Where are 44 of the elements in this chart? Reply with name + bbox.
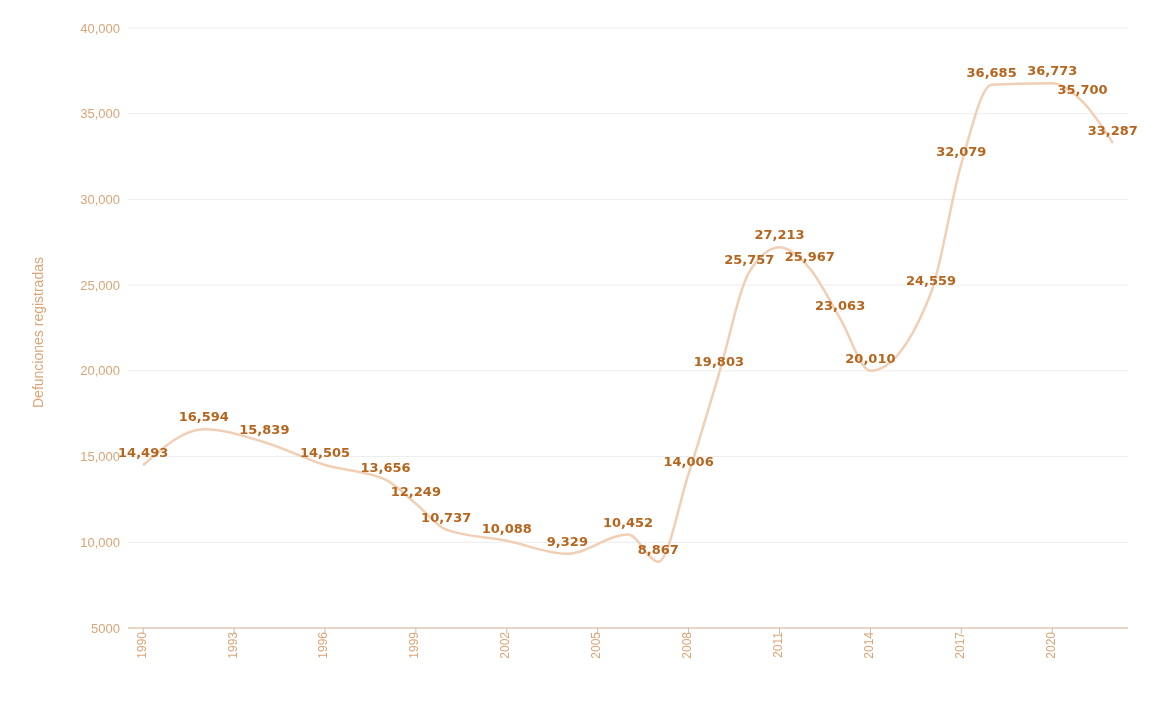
x-tick-label: 1990 xyxy=(134,631,149,659)
data-label: 19,803 xyxy=(693,354,744,370)
x-tick-label: 2020 xyxy=(1043,631,1058,659)
data-label: 12,249 xyxy=(390,483,441,499)
y-axis-title: Defunciones registradas xyxy=(29,257,46,408)
y-tick-label: 25,000 xyxy=(80,277,120,293)
data-label: 10,088 xyxy=(481,520,532,536)
x-tick-label: 1999 xyxy=(407,631,422,659)
x-tick-label: 2014 xyxy=(861,631,876,659)
y-tick-label: 15,000 xyxy=(80,449,120,465)
x-tick-label: 2005 xyxy=(589,631,604,659)
data-label: 8,867 xyxy=(637,541,679,557)
x-tick-label: 1993 xyxy=(225,631,240,659)
data-label: 16,594 xyxy=(178,409,229,425)
y-tick-label: 35,000 xyxy=(80,106,120,122)
data-label: 20,010 xyxy=(845,350,896,366)
x-tick-label: 2011 xyxy=(771,631,786,658)
x-tick-label: 1996 xyxy=(316,631,331,659)
data-label: 27,213 xyxy=(754,227,805,243)
x-tick-label: 2002 xyxy=(498,631,513,659)
data-label: 14,493 xyxy=(118,445,169,461)
y-tick-label: 20,000 xyxy=(80,363,120,379)
data-label: 10,737 xyxy=(421,509,472,525)
y-tick-label: 40,000 xyxy=(80,20,120,36)
x-tick-label: 2008 xyxy=(680,631,695,659)
data-label: 32,079 xyxy=(936,143,987,159)
data-label: 9,329 xyxy=(546,533,588,549)
y-tick-label: 30,000 xyxy=(80,192,120,208)
x-tick-label: 2017 xyxy=(952,631,967,659)
data-label: 33,287 xyxy=(1087,123,1138,139)
data-label: 35,700 xyxy=(1057,81,1108,97)
y-tick-label: 5000 xyxy=(91,620,120,636)
data-label: 15,839 xyxy=(239,422,290,438)
data-label: 13,656 xyxy=(360,459,411,475)
data-label: 36,685 xyxy=(966,64,1017,80)
data-label: 10,452 xyxy=(602,514,654,530)
data-label: 36,773 xyxy=(1027,63,1078,79)
data-label: 25,757 xyxy=(724,252,775,268)
data-label: 24,559 xyxy=(905,272,957,288)
y-tick-label: 10,000 xyxy=(80,534,120,550)
data-label: 23,063 xyxy=(815,298,866,314)
data-label: 14,006 xyxy=(663,453,714,469)
data-label: 14,505 xyxy=(299,445,351,461)
data-label: 25,967 xyxy=(784,248,835,264)
